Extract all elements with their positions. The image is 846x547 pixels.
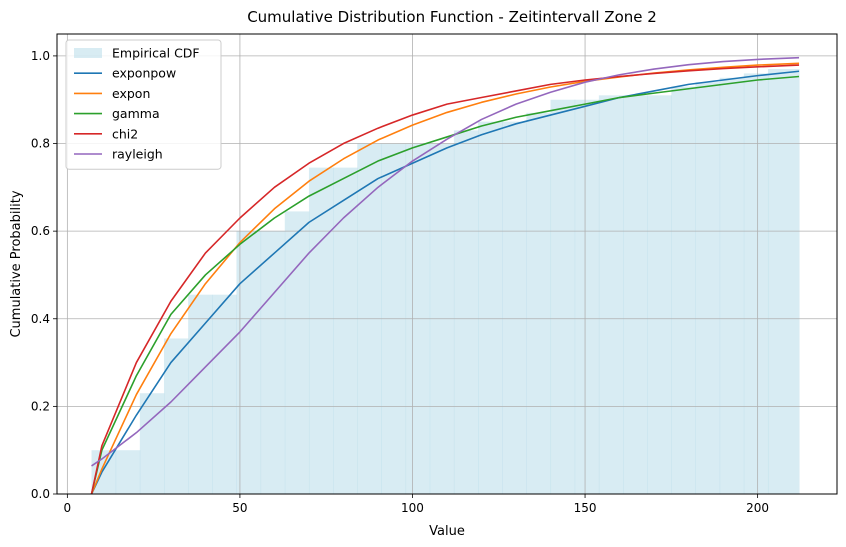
histogram-layer bbox=[91, 69, 800, 495]
legend-label: exponpow bbox=[112, 66, 176, 81]
chart-title: Cumulative Distribution Function - Zeiti… bbox=[247, 8, 657, 26]
histogram-bar bbox=[478, 121, 503, 494]
histogram-bar bbox=[333, 167, 358, 494]
histogram-bar bbox=[695, 82, 721, 494]
y-tick-label: 1.0 bbox=[31, 49, 50, 63]
histogram-bar bbox=[212, 294, 237, 494]
histogram-bar bbox=[647, 95, 672, 494]
legend-box bbox=[65, 39, 222, 170]
legend-patch bbox=[74, 48, 102, 58]
histogram-bar bbox=[139, 393, 165, 494]
series-line-chi2 bbox=[90, 64, 800, 495]
series-line-gamma bbox=[90, 75, 800, 495]
x-axis-label: Value bbox=[429, 524, 465, 539]
histogram-bar bbox=[188, 294, 213, 494]
x-tick-label: 50 bbox=[232, 501, 247, 515]
x-tick-label: 0 bbox=[64, 501, 72, 515]
y-tick-label: 0.0 bbox=[31, 487, 50, 501]
histogram-bar bbox=[502, 121, 527, 494]
legend-label: rayleigh bbox=[112, 147, 163, 162]
histogram-bar bbox=[623, 95, 648, 494]
histogram-bar bbox=[767, 69, 800, 495]
histogram-bar bbox=[550, 99, 576, 494]
ticks-layer: 0 50 100 150 200 0.0 0.2 0.4 0.6 0.8 1.0 bbox=[31, 49, 769, 515]
y-axis-label: Cumulative Probability bbox=[9, 190, 24, 337]
y-tick-label: 0.2 bbox=[31, 399, 50, 413]
y-tick-label: 0.4 bbox=[31, 312, 50, 326]
x-tick-label: 100 bbox=[401, 501, 424, 515]
x-tick-label: 150 bbox=[574, 501, 597, 515]
histogram-bar bbox=[284, 211, 310, 494]
series-line-rayleigh bbox=[91, 56, 800, 467]
histogram-bar bbox=[260, 231, 286, 494]
histogram-bar bbox=[453, 130, 479, 494]
legend-label: chi2 bbox=[112, 126, 138, 141]
histogram-bar bbox=[598, 95, 624, 494]
legend-label: expon bbox=[112, 86, 150, 101]
histogram-bar bbox=[163, 338, 189, 494]
legend-label: gamma bbox=[112, 106, 160, 121]
histogram-bar bbox=[719, 77, 745, 495]
legend: Empirical CDF exponpow expon gamma chi2 rayle… bbox=[65, 39, 222, 170]
histogram-bar bbox=[574, 99, 600, 494]
plot-frame bbox=[56, 33, 838, 495]
x-tick-label: 200 bbox=[746, 501, 769, 515]
lines-layer bbox=[90, 56, 800, 495]
histogram-bar bbox=[308, 167, 334, 494]
y-tick-label: 0.8 bbox=[31, 137, 50, 151]
histogram-bar bbox=[115, 450, 141, 494]
histogram-bar bbox=[671, 86, 696, 495]
histogram-bar bbox=[743, 73, 769, 494]
series-line-exponpow bbox=[90, 70, 800, 495]
legend-label: Empirical CDF bbox=[112, 46, 200, 61]
y-tick-label: 0.6 bbox=[31, 224, 50, 238]
histogram-bar bbox=[526, 112, 552, 494]
